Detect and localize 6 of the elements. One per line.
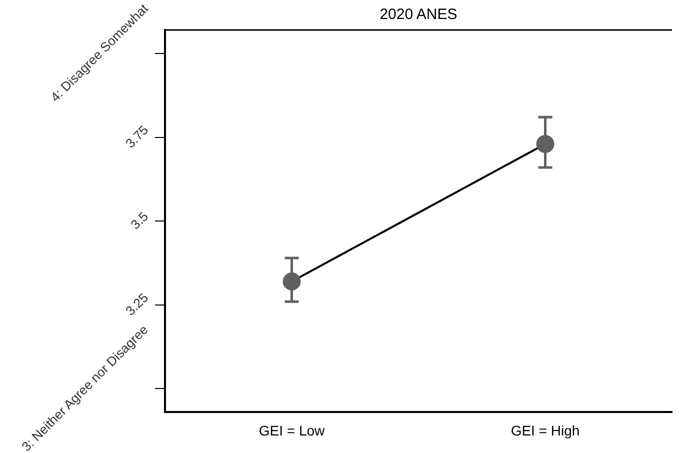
y-tick-label: 3.75 — [122, 122, 152, 151]
y-tick-label: 3.25 — [122, 290, 152, 319]
y-tick-label: 3.5 — [128, 208, 152, 232]
x-tick-label: GEI = High — [510, 422, 580, 438]
x-tick-label: GEI = Low — [258, 422, 326, 438]
chart-title: 2020 ANES — [380, 6, 458, 24]
